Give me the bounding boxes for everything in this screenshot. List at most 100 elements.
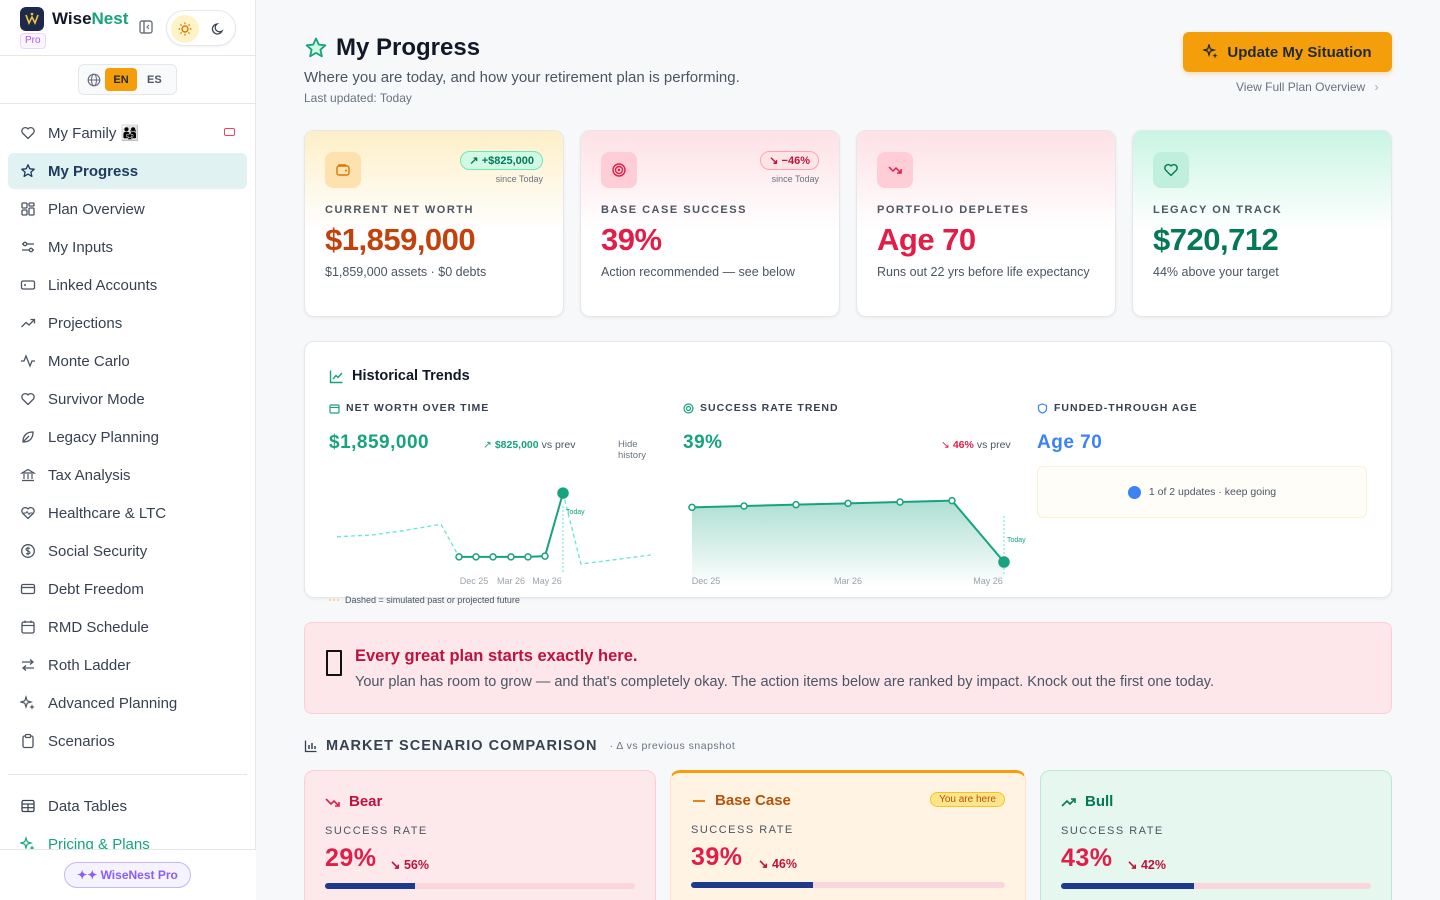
sidebar-item-label: Monte Carlo [48,352,130,370]
scenario-delta: ↘ 46% [758,857,797,871]
sidebar-item-label: Data Tables [48,797,127,815]
credit-card-icon [20,581,36,597]
full-plan-label: View Full Plan Overview [1236,80,1366,94]
page-subtitle: Where you are today, and how your retire… [304,69,740,86]
kpi-label: CURRENT NET WORTH [325,204,474,216]
sidebar-item-label: Pricing & Plans [48,835,150,853]
data-point [896,498,904,506]
historical-trends-card: Historical Trends NET WORTH OVER TIME $1… [304,341,1392,605]
data-point [455,553,463,561]
sidebar-item-survivor-mode[interactable]: Survivor Mode [8,381,247,417]
sidebar-item-my-family[interactable]: My Family 👨‍👩‍👧 [8,115,247,151]
sidebar-item-debt-freedom[interactable]: Debt Freedom [8,571,247,607]
brand[interactable]: WiseNest Pro [20,6,129,49]
logo-icon [20,7,44,31]
scenario-base-case[interactable]: Base Case You are here SUCCESS RATE 39% … [670,770,1026,900]
brand-name: WiseNest [52,9,129,28]
view-full-plan-link[interactable]: View Full Plan Overview › [1236,80,1379,94]
sidebar-item-label: Roth Ladder [48,656,131,674]
scenario-delta: ↘ 42% [1127,858,1166,872]
you-are-here-badge: You are here [930,792,1005,807]
trends-title: Historical Trends [352,368,470,384]
projected-future-line [562,492,652,565]
banner-text: Your plan has room to grow — and that's … [355,674,1214,690]
scenario-bear[interactable]: Bear SUCCESS RATE 29% ↘ 56% [304,770,656,900]
sidebar: WiseNest Pro EN ES My Family 👨‍👩‍👧 My Pro… [0,0,256,900]
sidebar-item-label: Linked Accounts [48,276,158,294]
net-worth-chart: Today Dec 25 Mar 26 May 26 Dashed = simulate… [329,487,652,605]
sidebar-item-social-security[interactable]: Social Security [8,533,247,569]
data-point [740,502,748,510]
lang-es-button[interactable]: ES [147,73,162,86]
sidebar-item-label: Plan Overview [48,200,145,218]
sidebar-item-label: My Progress [48,162,139,180]
hide-history-button[interactable]: Hide history [618,439,646,461]
success-rate-label: SUCCESS RATE TREND [683,402,1013,414]
main-content: My Progress Where you are today, and how… [256,0,1440,900]
funded-note: 1 of 2 updates · keep going [1148,486,1277,498]
sidebar-item-label: My Inputs [48,238,114,256]
dollar-circle-icon [20,543,36,559]
update-my-situation-button[interactable]: Update My Situation [1183,32,1392,72]
sidebar-item-plan-overview[interactable]: Plan Overview [8,191,247,227]
target-icon [683,402,694,414]
sidebar-item-rmd-schedule[interactable]: RMD Schedule [8,609,247,645]
sidebar-item-my-progress[interactable]: My Progress [8,153,247,189]
scenario-bull[interactable]: Bull SUCCESS RATE 43% ↘ 42% [1040,770,1392,900]
x-tick-label: Mar 26 [497,576,525,586]
sidebar-collapse-icon[interactable] [138,19,156,37]
placeholder-icon [326,650,342,676]
scenario-bar [325,883,635,889]
kpi-legacy: LEGACY ON TRACK $720,712 44% above your … [1132,130,1392,317]
sidebar-item-label: My Family 👨‍👩‍👧 [48,125,140,142]
theme-toggle[interactable] [166,10,236,46]
moon-icon[interactable] [207,18,229,40]
kpi-value: $720,712 [1153,222,1279,257]
chart-legend: Dashed = simulated past or projected fut… [345,595,520,605]
x-tick-label: May 26 [532,576,562,586]
trend-down-icon [325,794,341,810]
heart-icon [20,125,36,141]
success-rate-value: 39% [683,432,723,453]
sidebar-item-linked-accounts[interactable]: Linked Accounts [8,267,247,303]
last-updated: Last updated: Today [304,91,412,105]
sidebar-item-scenarios[interactable]: Scenarios [8,723,247,759]
sidebar-item-pricing-plans[interactable]: Pricing & Plans [8,826,247,862]
sidebar-item-legacy-planning[interactable]: Legacy Planning [8,419,247,455]
trends-header: Historical Trends [329,368,470,384]
sidebar-item-label: Social Security [48,542,148,560]
sidebar-item-advanced-planning[interactable]: Advanced Planning [8,685,247,721]
sidebar-item-healthcare-ltc[interactable]: Healthcare & LTC [8,495,247,531]
table-icon [20,798,36,814]
sidebar-item-monte-carlo[interactable]: Monte Carlo [8,343,247,379]
sidebar-item-label: Scenarios [48,732,115,750]
scenario-delta: ↘ 56% [390,858,429,872]
kpi-sub: Action recommended — see below [601,265,795,279]
today-label: Today [566,509,585,516]
sidebar-item-tax-analysis[interactable]: Tax Analysis [8,457,247,493]
sun-icon[interactable] [171,15,199,43]
pulse-icon [20,353,36,369]
sidebar-item-data-tables[interactable]: Data Tables [8,788,247,824]
star-icon [304,36,328,60]
scenario-bar-fill [691,882,814,888]
update-button-label: Update My Situation [1227,43,1372,61]
shield-icon [1037,402,1048,414]
chevron-right-icon: › [1374,80,1379,94]
data-point [541,552,549,560]
landmark-icon [20,467,36,483]
target-icon [601,152,637,188]
sparkles-icon [20,695,36,711]
heart-icon [1153,152,1189,188]
sidebar-item-projections[interactable]: Projections [8,305,247,341]
sidebar-item-my-inputs[interactable]: My Inputs [8,229,247,265]
data-point [472,553,480,561]
data-point [792,500,800,509]
sidebar-item-roth-ladder[interactable]: Roth Ladder [8,647,247,683]
wisenest-pro-button[interactable]: ✦✦ WiseNest Pro [64,862,191,888]
data-point [948,496,956,505]
page-title: My Progress [336,34,481,61]
arrow-down-right-icon: ↘ [941,439,950,451]
wallet-icon [325,152,361,188]
lang-en-button[interactable]: EN [105,68,137,91]
